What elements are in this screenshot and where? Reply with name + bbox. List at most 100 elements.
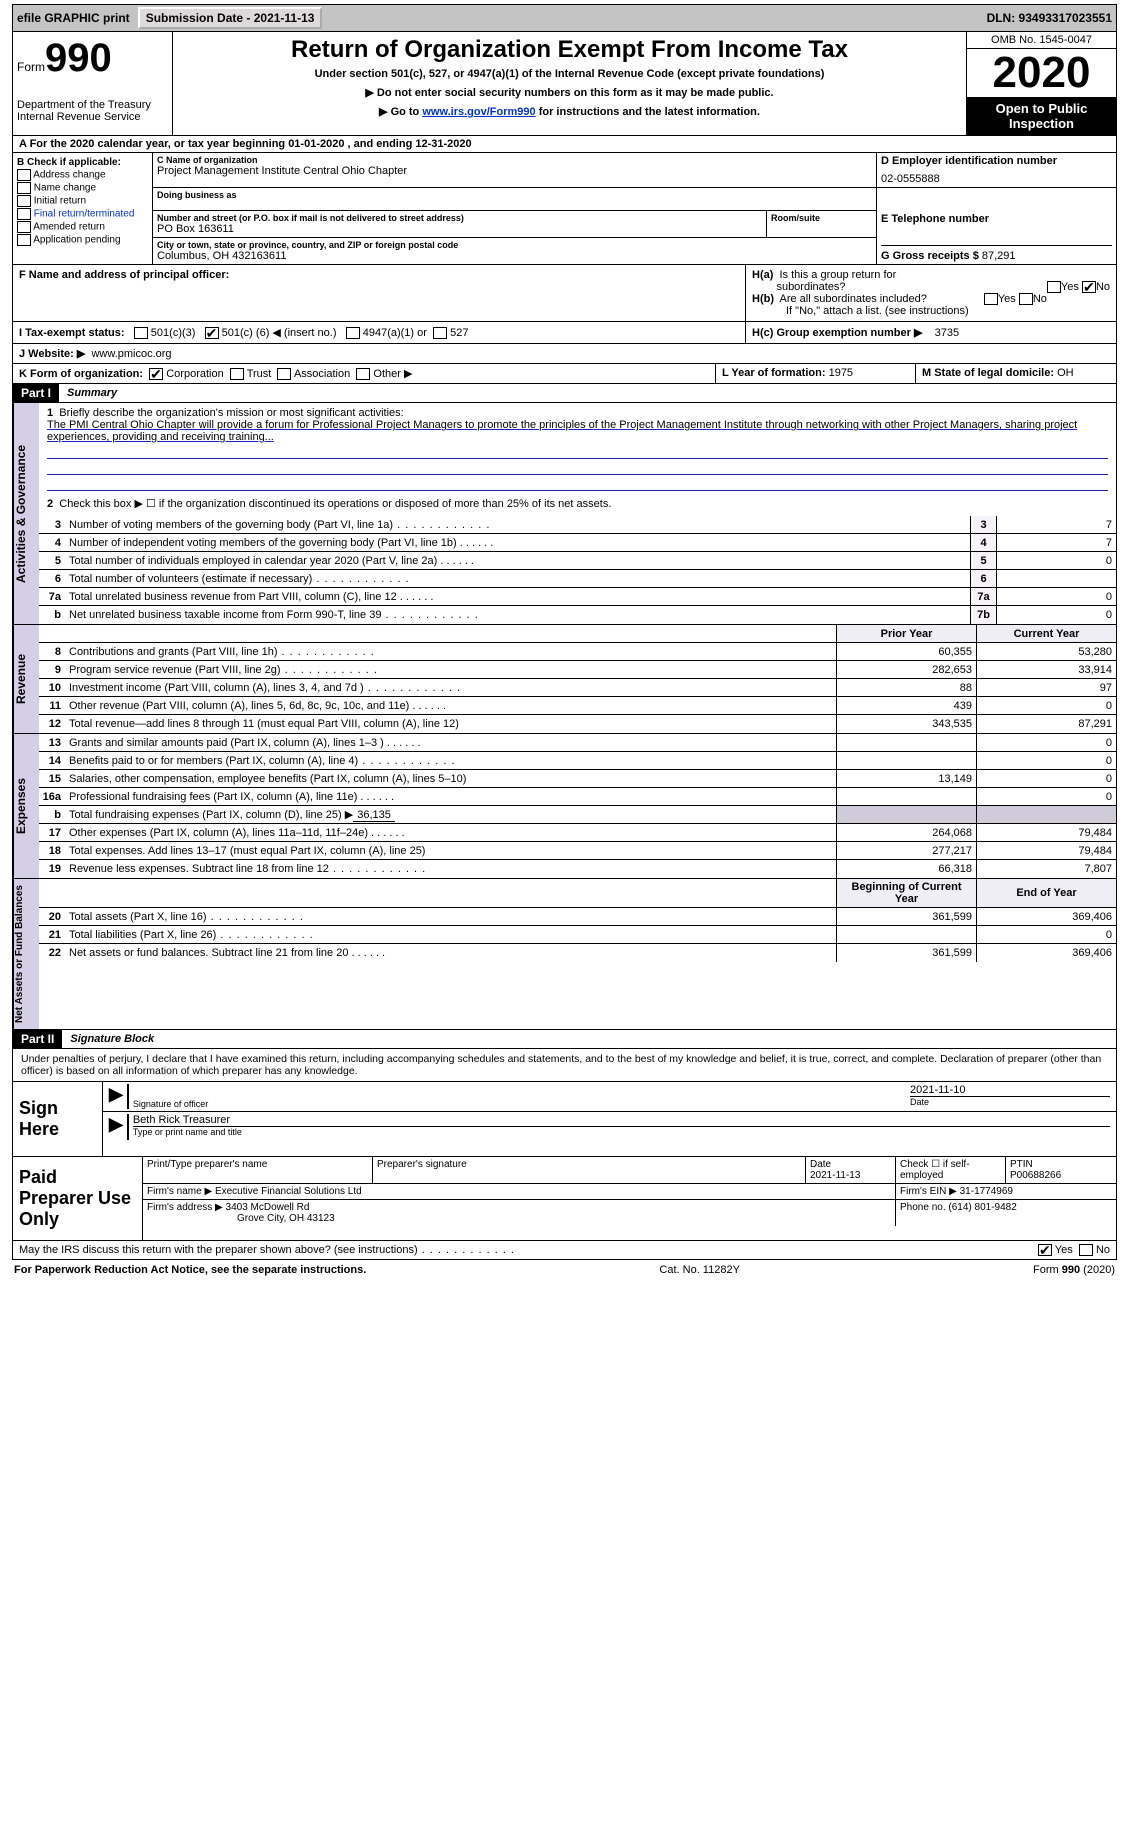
- part-1-title: Summary: [59, 387, 117, 399]
- l19-cy: 7,807: [976, 860, 1116, 878]
- l9-cy: 33,914: [976, 661, 1116, 678]
- hb-yes-chk[interactable]: [984, 293, 998, 305]
- omb-number: OMB No. 1545-0047: [967, 32, 1116, 49]
- sig-name-label: Type or print name and title: [133, 1126, 1110, 1137]
- l7b-val: 0: [996, 606, 1116, 624]
- l12: Total revenue—add lines 8 through 11 (mu…: [67, 716, 836, 732]
- k-corp-chk[interactable]: [149, 368, 163, 380]
- l11-py: 439: [836, 697, 976, 714]
- c-org-name: Project Management Institute Central Ohi…: [157, 165, 872, 177]
- l21-b: [836, 926, 976, 943]
- open-to-public: Open to Public Inspection: [967, 97, 1116, 135]
- l22-b: 361,599: [836, 944, 976, 962]
- may-yes-chk[interactable]: [1038, 1244, 1052, 1256]
- prep-addr2-val: Grove City, OH 43123: [147, 1213, 335, 1224]
- prep-sig-lbl: Preparer's signature: [377, 1159, 467, 1170]
- b-final-return[interactable]: Final return/terminated: [17, 208, 148, 220]
- l7b: Net unrelated business taxable income fr…: [67, 607, 970, 623]
- d-ein-label: D Employer identification number: [881, 155, 1112, 167]
- l13-cy: 0: [976, 734, 1116, 751]
- k-trust-chk[interactable]: [230, 368, 244, 380]
- l7a: Total unrelated business revenue from Pa…: [67, 589, 970, 605]
- irs-link[interactable]: www.irs.gov/Form990: [422, 106, 535, 118]
- c-room-label: Room/suite: [771, 213, 872, 223]
- b-app-pending[interactable]: Application pending: [17, 234, 148, 246]
- i-501c3: 501(c)(3): [151, 327, 196, 339]
- part-2-badge: Part II: [13, 1030, 62, 1048]
- side-revenue: Revenue: [13, 625, 39, 733]
- l16a: Professional fundraising fees (Part IX, …: [67, 789, 836, 805]
- b-amended[interactable]: Amended return: [17, 221, 148, 233]
- paid-preparer-label: Paid Preparer Use Only: [13, 1157, 143, 1240]
- part-2-title: Signature Block: [62, 1033, 154, 1045]
- hb-no-chk[interactable]: [1019, 293, 1033, 305]
- sig-name-value: Beth Rick Treasurer: [133, 1114, 1110, 1126]
- k-assoc-chk[interactable]: [277, 368, 291, 380]
- sig-date-label: Date: [910, 1096, 1110, 1107]
- prep-ph-lbl: Phone no.: [900, 1202, 946, 1213]
- sig-intro: Under penalties of perjury, I declare th…: [13, 1049, 1116, 1082]
- submission-date-button[interactable]: Submission Date - 2021-11-13: [138, 7, 323, 29]
- i-4947-chk[interactable]: [346, 327, 360, 339]
- row-a-tax-year: A For the 2020 calendar year, or tax yea…: [12, 136, 1117, 153]
- tax-year: 2020: [967, 49, 1116, 97]
- may-no: No: [1096, 1244, 1110, 1256]
- l14-py: [836, 752, 976, 769]
- c-city-value: Columbus, OH 432163611: [157, 250, 872, 262]
- prep-addr-val: 3403 McDowell Rd: [226, 1202, 310, 1213]
- k-trust: Trust: [247, 368, 272, 380]
- ha-yes-chk[interactable]: [1047, 281, 1061, 293]
- i-501c-chk[interactable]: [205, 327, 219, 339]
- h-b: H(b) Are all subordinates included? Yes …: [752, 293, 1110, 305]
- l6-val: [996, 570, 1116, 587]
- l2-text: Check this box ▶ ☐ if the organization d…: [59, 498, 611, 510]
- j-website-value: www.pmicoc.org: [91, 348, 171, 360]
- l19: Revenue less expenses. Subtract line 18 …: [67, 861, 836, 877]
- l12-cy: 87,291: [976, 715, 1116, 733]
- submission-date-label: Submission Date -: [146, 11, 254, 25]
- b-addr-change[interactable]: Address change: [17, 169, 148, 181]
- i-501c3-chk[interactable]: [134, 327, 148, 339]
- side-activities: Activities & Governance: [13, 403, 39, 624]
- c-address: PO Box 163611: [157, 223, 762, 235]
- c-addr-label: Number and street (or P.O. box if mail i…: [157, 213, 762, 223]
- i-527-chk[interactable]: [433, 327, 447, 339]
- form-990-label: Form990: [17, 36, 168, 81]
- e-phone-label: E Telephone number: [881, 213, 1112, 225]
- l-label: L Year of formation:: [722, 367, 826, 379]
- i-label: I Tax-exempt status:: [19, 327, 125, 339]
- b-initial-return[interactable]: Initial return: [17, 195, 148, 207]
- l22-e: 369,406: [976, 944, 1116, 962]
- k-assoc: Association: [294, 368, 350, 380]
- prep-firm-val: Executive Financial Solutions Ltd: [215, 1186, 362, 1197]
- l11: Other revenue (Part VIII, column (A), li…: [67, 698, 836, 714]
- l15: Salaries, other compensation, employee b…: [67, 771, 836, 787]
- g-receipts-label: G Gross receipts $: [881, 250, 979, 262]
- l8-py: 60,355: [836, 643, 976, 660]
- l21: Total liabilities (Part X, line 26): [67, 927, 836, 943]
- l10-py: 88: [836, 679, 976, 696]
- section-b: B Check if applicable: Address change Na…: [13, 153, 153, 264]
- may-yes: Yes: [1055, 1244, 1073, 1256]
- l10: Investment income (Part VIII, column (A)…: [67, 680, 836, 696]
- may-discuss-text: May the IRS discuss this return with the…: [19, 1244, 515, 1256]
- b-header: B Check if applicable:: [17, 157, 148, 168]
- l20: Total assets (Part X, line 16): [67, 909, 836, 925]
- h-c-label: H(c) Group exemption number ▶: [752, 327, 922, 339]
- l22: Net assets or fund balances. Subtract li…: [67, 945, 836, 961]
- c-name-label: C Name of organization: [157, 155, 872, 165]
- b-name-change[interactable]: Name change: [17, 182, 148, 194]
- may-no-chk[interactable]: [1079, 1244, 1093, 1256]
- l16a-py: [836, 788, 976, 805]
- k-other-chk[interactable]: [356, 368, 370, 380]
- l1-label: Briefly describe the organization's miss…: [59, 407, 403, 419]
- l17-cy: 79,484: [976, 824, 1116, 841]
- l12-py: 343,535: [836, 715, 976, 733]
- l13-py: [836, 734, 976, 751]
- ha-no-chk[interactable]: [1082, 281, 1096, 293]
- l10-cy: 97: [976, 679, 1116, 696]
- prep-date-val: 2021-11-13: [810, 1170, 860, 1181]
- l8-cy: 53,280: [976, 643, 1116, 660]
- k-corp: Corporation: [166, 368, 223, 380]
- i-501c: 501(c) (6) ◀ (insert no.): [222, 327, 337, 339]
